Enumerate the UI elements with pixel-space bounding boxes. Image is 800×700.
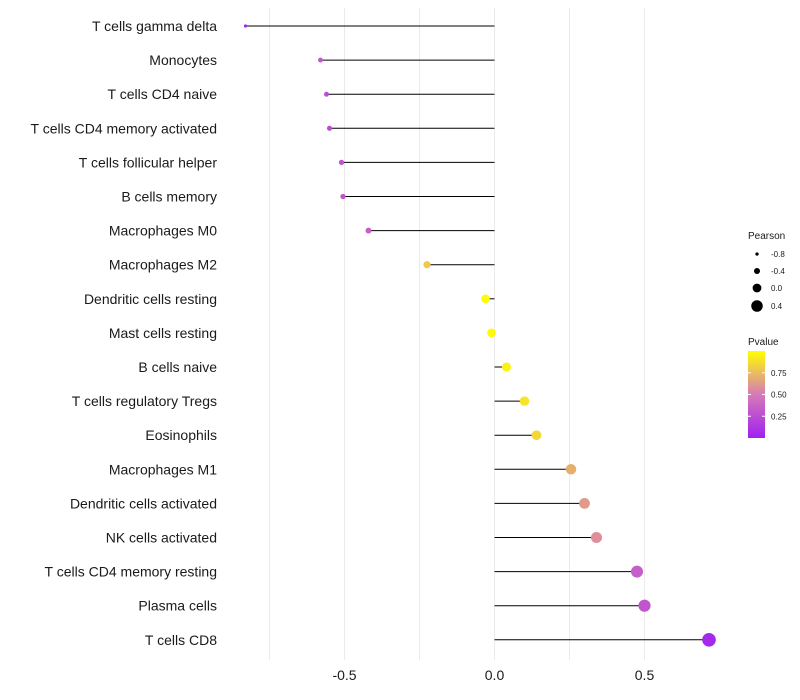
lollipop-point [243,24,248,28]
lollipop-point [590,531,603,544]
category-label: T cells regulatory Tregs [72,393,217,409]
lollipop-point [481,294,490,304]
lollipop-point [487,328,496,338]
color-legend-title: Pvalue [748,337,779,348]
lollipop-point [519,396,530,406]
category-label: Monocytes [149,52,217,68]
lollipop-point [338,159,345,166]
lollipop-points [243,24,716,647]
category-label: Dendritic cells activated [70,495,217,511]
size-legend-label: 0.4 [771,302,783,311]
size-legend-key [755,252,759,256]
size-legend-label: -0.4 [771,267,785,276]
category-label: B cells memory [121,189,217,205]
color-legend-label: 0.75 [771,369,787,378]
lollipop-point [318,57,323,63]
size-legend-key [753,267,761,275]
lollipop-point [501,362,512,372]
lollipop-point [365,227,372,234]
lollipop-point [702,632,716,647]
lollipop-point [423,261,431,269]
lollipop-point [326,125,333,131]
lollipop-point [340,193,346,200]
lollipop-point [324,91,329,97]
size-legend-label: 0.0 [771,284,783,293]
category-label: T cells CD4 naive [108,86,218,102]
x-axis-labels: -0.5 0.0 0.5 [332,667,654,683]
category-label: B cells naive [138,359,217,375]
category-label: T cells gamma delta [92,18,217,34]
size-legend-label: -0.8 [771,250,785,259]
category-label: Dendritic cells resting [84,291,217,307]
category-label: Macrophages M1 [109,461,217,477]
color-legend-label: 0.50 [771,391,787,400]
size-legend: Pearson -0.8 -0.4 0.0 0.4 [748,231,785,312]
x-tick-label: 0.5 [635,667,655,683]
lollipop-point [579,497,590,509]
x-tick-label: -0.5 [332,667,356,683]
lollipop-point [631,565,643,578]
size-legend-key [752,283,762,293]
category-label: T cells CD8 [145,632,217,648]
color-legend-label: 0.25 [771,412,787,421]
category-label: Eosinophils [145,427,217,443]
category-label: T cells CD4 memory activated [31,120,217,136]
y-axis-labels: T cells gamma delta Monocytes T cells CD4 … [31,18,218,648]
size-legend-title: Pearson [748,231,785,242]
lollipop-point [638,599,651,612]
lollipop-point [565,464,577,475]
category-label: Macrophages M2 [109,257,217,273]
category-label: Macrophages M0 [109,223,217,239]
category-label: Plasma cells [138,598,217,614]
x-tick-label: 0.0 [485,667,505,683]
category-label: NK cells activated [106,530,217,546]
lollipop-stems [245,25,709,641]
size-legend-key [751,300,763,312]
category-label: T cells CD4 memory resting [45,564,217,580]
category-label: T cells follicular helper [79,154,218,170]
lollipop-point [531,430,542,441]
category-label: Mast cells resting [109,325,217,341]
color-legend: Pvalue 0.25 0.50 0.75 [748,337,787,438]
color-legend-bar [748,351,765,438]
grid-lines [269,8,645,660]
